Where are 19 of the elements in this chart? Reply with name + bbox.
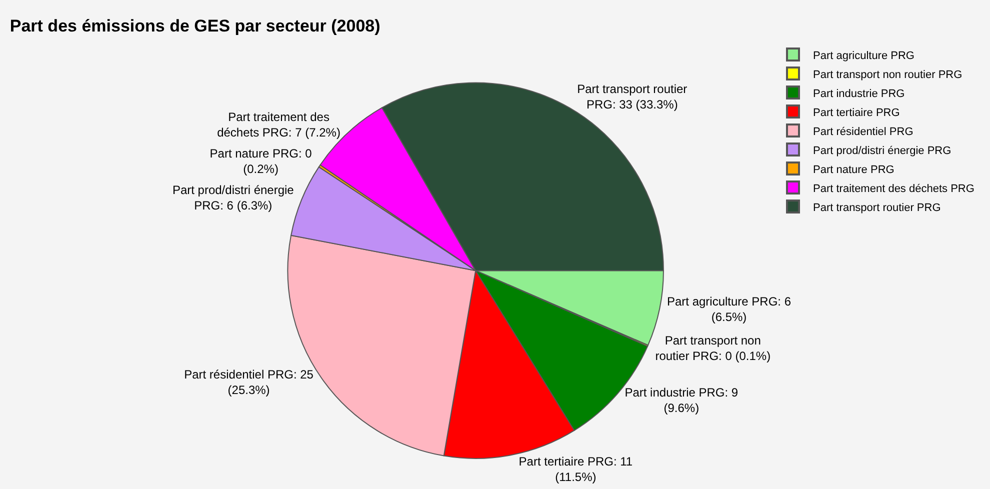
data-label: Part nature PRG: 0 (0.2%) <box>210 146 312 176</box>
data-label: Part transport routier PRG: 33 (33.3%) <box>577 82 688 112</box>
legend-label: Part traitement des déchets PRG <box>813 182 974 195</box>
legend-label: Part industrie PRG <box>813 88 905 100</box>
chart-title: Part des émissions de GES par secteur (2008) <box>10 16 380 36</box>
legend-label: Part agriculture PRG <box>813 50 914 62</box>
data-label: Part industrie PRG: 9 (9.6%) <box>624 386 738 416</box>
data-label: Part prod/distri énergie PRG: 6 (6.3%) <box>172 182 294 212</box>
legend-label: Part résidentiel PRG <box>813 126 914 138</box>
legend-label: Part transport non routier PRG <box>813 68 962 81</box>
data-label: Part résidentiel PRG: 25 (25.3%) <box>184 368 314 398</box>
data-label: Part tertiaire PRG: 11 (11.5%) <box>518 454 633 484</box>
legend-label: Part tertiaire PRG <box>813 106 900 119</box>
data-label: Part traitement des déchets PRG: 7 (7.2%) <box>217 110 340 140</box>
legend-label: Part nature PRG <box>813 164 894 176</box>
data-label: Part transport non routier PRG: 0 (0.1%) <box>655 333 771 363</box>
legend-label: Part transport routier PRG <box>813 202 941 214</box>
data-label: Part agriculture PRG: 6 (6.5%) <box>666 294 792 324</box>
legend-label: Part prod/distri énergie PRG <box>813 144 952 157</box>
